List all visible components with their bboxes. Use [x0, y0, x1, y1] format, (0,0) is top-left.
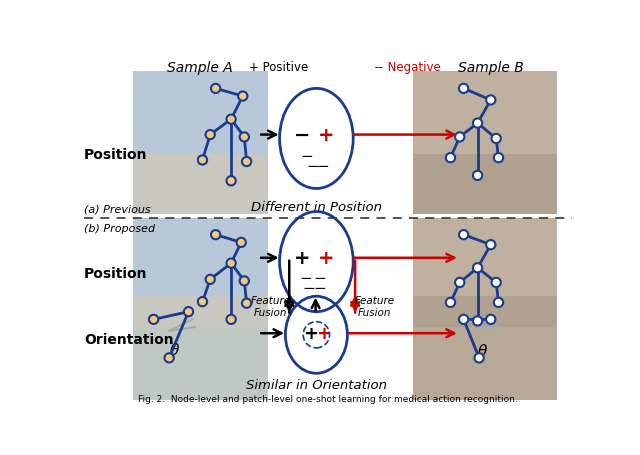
Circle shape: [227, 259, 236, 268]
Circle shape: [494, 154, 503, 163]
Text: Fig. 2.  Node-level and patch-level one-shot learning for medical action recogni: Fig. 2. Node-level and patch-level one-s…: [138, 394, 518, 403]
Circle shape: [164, 354, 174, 363]
Circle shape: [473, 317, 482, 326]
Circle shape: [446, 154, 455, 163]
Bar: [132, 327, 268, 400]
Circle shape: [198, 156, 207, 165]
Circle shape: [198, 298, 207, 307]
Circle shape: [211, 85, 220, 94]
Bar: [413, 72, 557, 155]
Text: Orientation: Orientation: [84, 332, 173, 346]
Text: +: +: [303, 324, 319, 343]
Circle shape: [492, 135, 501, 144]
Circle shape: [455, 133, 465, 142]
Bar: [413, 72, 557, 214]
Text: − Negative: − Negative: [374, 61, 441, 74]
Text: +: +: [294, 249, 310, 268]
Circle shape: [446, 298, 455, 308]
Circle shape: [237, 238, 246, 248]
Text: −: −: [302, 280, 315, 295]
Bar: [413, 327, 557, 400]
Circle shape: [227, 115, 236, 125]
Circle shape: [238, 92, 248, 101]
Circle shape: [473, 263, 482, 273]
Circle shape: [239, 277, 249, 286]
Circle shape: [211, 231, 220, 240]
Circle shape: [205, 275, 215, 284]
Circle shape: [494, 298, 503, 308]
Circle shape: [184, 308, 193, 317]
Text: Feature
Fusion: Feature Fusion: [251, 296, 291, 318]
Circle shape: [242, 299, 252, 308]
Circle shape: [149, 315, 158, 324]
Text: −: −: [314, 280, 326, 295]
Text: (b) Proposed: (b) Proposed: [84, 223, 155, 233]
Text: −: −: [314, 270, 326, 285]
Text: Position: Position: [84, 267, 147, 281]
Circle shape: [459, 85, 468, 94]
Bar: [413, 218, 557, 297]
Circle shape: [459, 231, 468, 240]
Text: −: −: [316, 158, 329, 173]
Text: +: +: [317, 249, 334, 268]
Text: −: −: [294, 126, 310, 145]
Text: Feature
Fusion: Feature Fusion: [355, 296, 395, 318]
Circle shape: [492, 278, 501, 288]
Text: $\theta$: $\theta$: [477, 343, 488, 359]
Text: Sample B: Sample B: [458, 61, 524, 75]
Text: Similar in Orientation: Similar in Orientation: [246, 379, 387, 391]
Bar: [132, 220, 268, 354]
Circle shape: [473, 172, 482, 181]
Text: +: +: [317, 324, 332, 343]
Circle shape: [486, 315, 495, 324]
Text: (a) Previous: (a) Previous: [84, 204, 150, 214]
Circle shape: [242, 157, 252, 167]
Text: −: −: [299, 270, 312, 285]
Bar: [132, 72, 268, 155]
Circle shape: [473, 119, 482, 128]
Text: +: +: [317, 126, 334, 145]
Text: −: −: [306, 158, 319, 173]
Bar: [132, 218, 268, 297]
Text: Sample A: Sample A: [167, 61, 233, 75]
Text: $\theta$: $\theta$: [169, 341, 180, 357]
Circle shape: [474, 354, 484, 363]
Text: Position: Position: [84, 147, 147, 162]
Circle shape: [239, 133, 249, 142]
Text: −: −: [301, 148, 314, 163]
Circle shape: [205, 131, 215, 140]
Circle shape: [455, 278, 465, 288]
Circle shape: [486, 241, 495, 250]
Circle shape: [227, 315, 236, 324]
Circle shape: [486, 96, 495, 105]
Bar: [413, 220, 557, 354]
Text: + Positive: + Positive: [250, 61, 308, 74]
Text: Different in Position: Different in Position: [251, 200, 382, 213]
Bar: [132, 72, 268, 214]
Circle shape: [227, 177, 236, 186]
Circle shape: [459, 315, 468, 324]
